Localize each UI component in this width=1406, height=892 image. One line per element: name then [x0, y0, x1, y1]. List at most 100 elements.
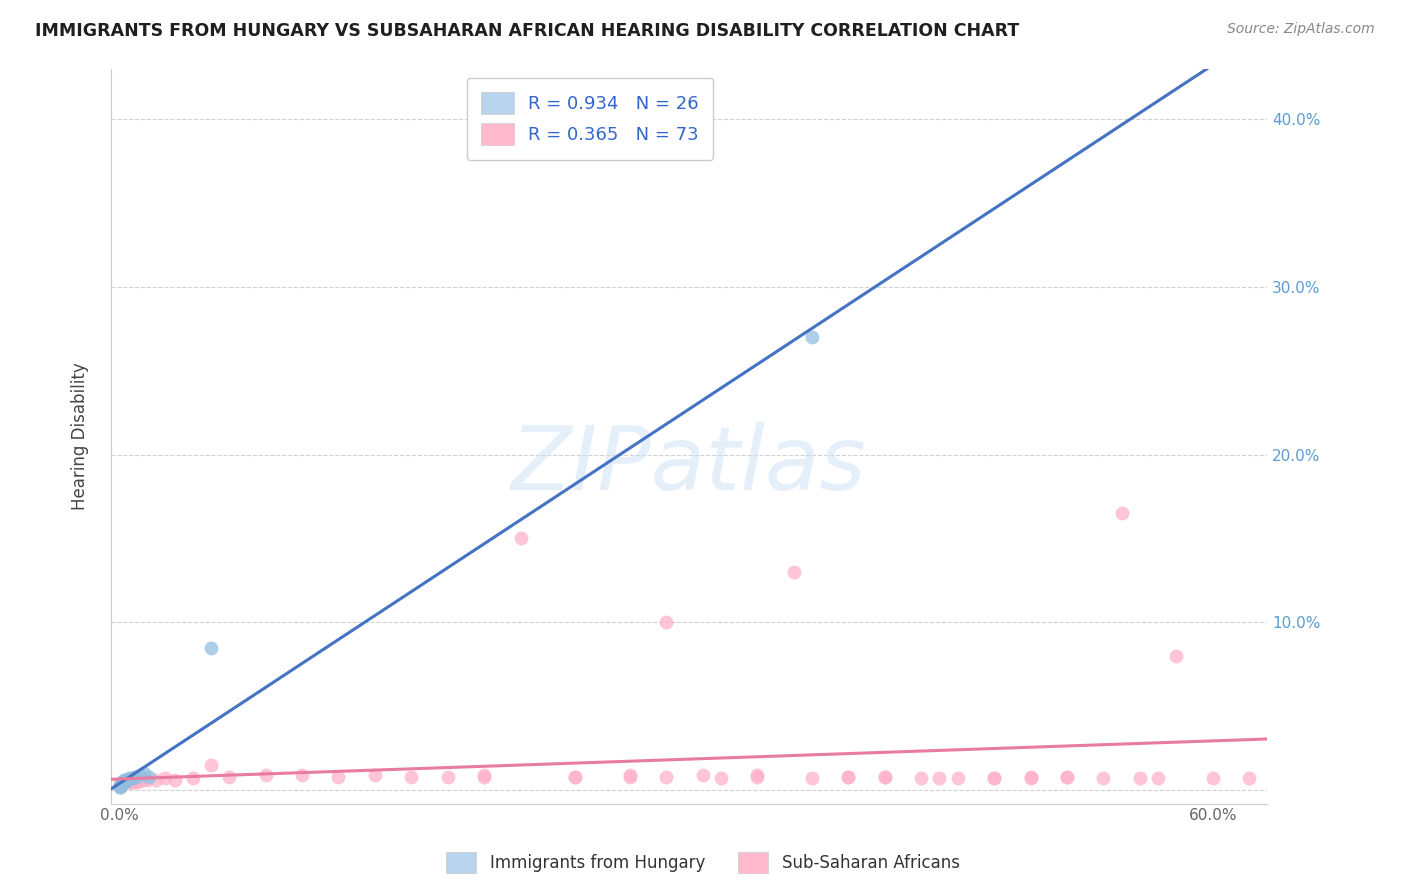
Point	[124, 774, 146, 789]
Point	[436, 770, 458, 784]
Point	[110, 778, 132, 792]
Point	[110, 778, 132, 792]
Point	[112, 774, 135, 789]
Point	[1092, 772, 1115, 786]
Point	[115, 774, 138, 789]
Point	[1147, 772, 1170, 786]
Point	[747, 770, 769, 784]
Point	[111, 774, 134, 789]
Point	[783, 565, 806, 579]
Point	[254, 768, 277, 782]
Point	[145, 773, 167, 788]
Point	[120, 772, 142, 786]
Point	[121, 772, 143, 786]
Point	[1237, 772, 1260, 786]
Point	[1129, 772, 1152, 786]
Point	[125, 773, 148, 788]
Point	[110, 780, 132, 794]
Point	[127, 774, 149, 789]
Point	[136, 773, 159, 788]
Point	[472, 770, 495, 784]
Point	[111, 776, 134, 790]
Point	[111, 776, 134, 790]
Point	[163, 773, 186, 788]
Point	[946, 772, 969, 786]
Point	[655, 615, 678, 630]
Point	[910, 772, 932, 786]
Point	[110, 780, 132, 794]
Point	[114, 774, 136, 789]
Point	[110, 776, 132, 790]
Point	[218, 770, 240, 784]
Point	[873, 770, 896, 784]
Point	[132, 766, 155, 780]
Text: ZIPatlas: ZIPatlas	[512, 423, 868, 508]
Point	[114, 773, 136, 788]
Point	[110, 778, 132, 792]
Point	[564, 770, 586, 784]
Point	[112, 773, 135, 788]
Point	[837, 770, 859, 784]
Point	[619, 768, 641, 782]
Point	[801, 330, 824, 344]
Y-axis label: Hearing Disability: Hearing Disability	[72, 362, 89, 510]
Point	[118, 773, 141, 788]
Point	[114, 776, 136, 790]
Point	[111, 776, 134, 790]
Point	[129, 768, 152, 782]
Point	[1111, 506, 1133, 520]
Text: IMMIGRANTS FROM HUNGARY VS SUBSAHARAN AFRICAN HEARING DISABILITY CORRELATION CHA: IMMIGRANTS FROM HUNGARY VS SUBSAHARAN AF…	[35, 22, 1019, 40]
Point	[692, 768, 714, 782]
Point	[291, 768, 314, 782]
Point	[1019, 770, 1042, 784]
Point	[112, 774, 135, 789]
Point	[364, 768, 387, 782]
Point	[120, 774, 142, 789]
Point	[121, 774, 143, 789]
Point	[1202, 772, 1225, 786]
Point	[111, 776, 134, 790]
Legend: R = 0.934   N = 26, R = 0.365   N = 73: R = 0.934 N = 26, R = 0.365 N = 73	[467, 78, 713, 160]
Point	[108, 780, 131, 794]
Point	[125, 770, 148, 784]
Point	[110, 778, 132, 792]
Point	[110, 778, 132, 792]
Point	[131, 773, 153, 788]
Point	[115, 773, 138, 788]
Point	[801, 772, 824, 786]
Point	[401, 770, 423, 784]
Point	[710, 772, 733, 786]
Point	[873, 770, 896, 784]
Point	[1056, 770, 1078, 784]
Point	[114, 774, 136, 789]
Point	[110, 776, 132, 790]
Point	[1166, 648, 1188, 663]
Point	[118, 774, 141, 789]
Point	[200, 640, 222, 655]
Point	[1019, 772, 1042, 786]
Point	[111, 774, 134, 789]
Point	[928, 772, 950, 786]
Point	[110, 776, 132, 790]
Point	[200, 758, 222, 772]
Point	[564, 770, 586, 784]
Point	[138, 770, 160, 784]
Point	[110, 778, 132, 792]
Point	[328, 770, 350, 784]
Point	[747, 768, 769, 782]
Point	[112, 774, 135, 789]
Point	[472, 768, 495, 782]
Point	[110, 778, 132, 792]
Point	[983, 772, 1005, 786]
Point	[118, 772, 141, 786]
Point	[655, 770, 678, 784]
Point	[509, 532, 531, 546]
Point	[837, 770, 859, 784]
Point	[110, 778, 132, 792]
Point	[115, 773, 138, 788]
Point	[111, 774, 134, 789]
Text: Source: ZipAtlas.com: Source: ZipAtlas.com	[1227, 22, 1375, 37]
Point	[983, 772, 1005, 786]
Point	[619, 770, 641, 784]
Point	[181, 772, 204, 786]
